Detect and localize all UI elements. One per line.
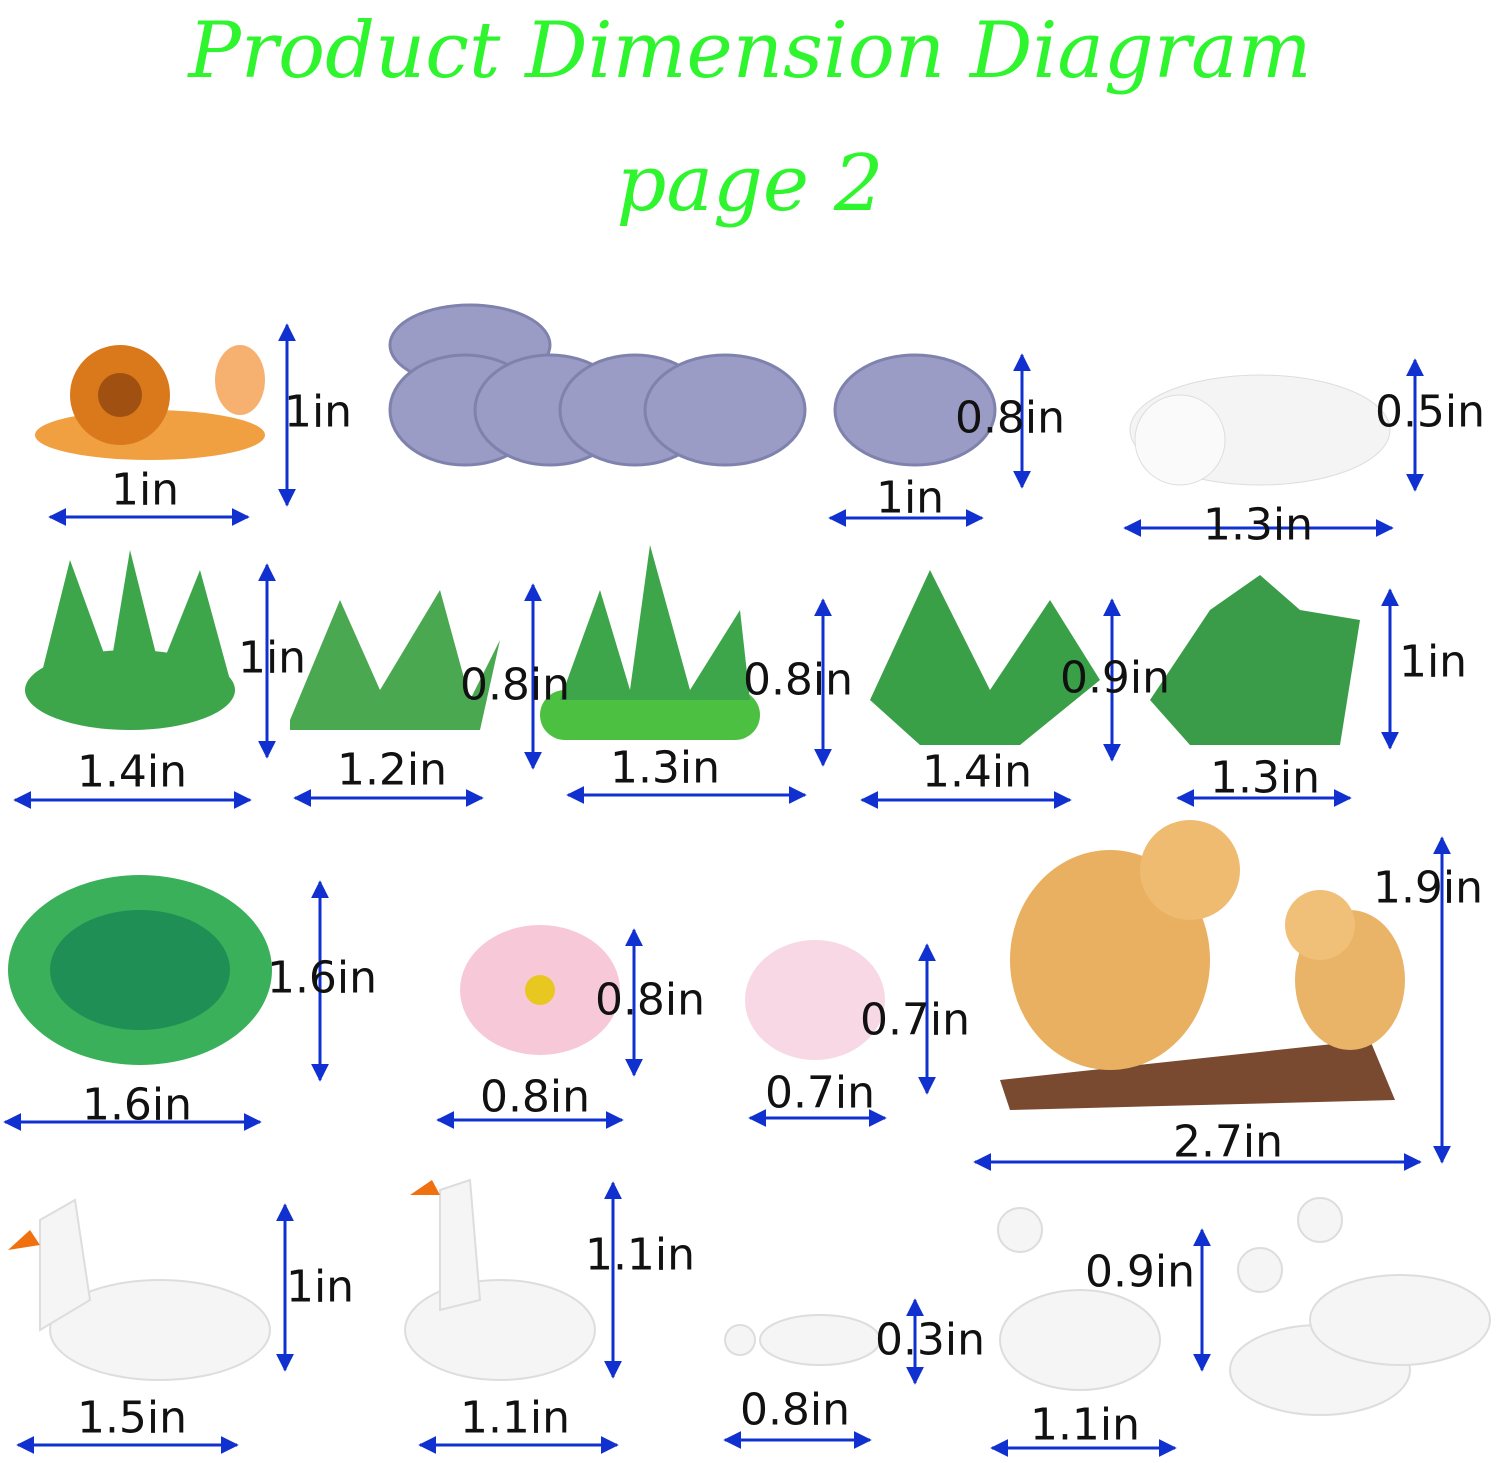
lily-pad-figure xyxy=(8,875,272,1065)
white-lotus-width-label: 0.7in xyxy=(764,1067,876,1119)
leafy-plant-width-label: 1.4in xyxy=(921,746,1033,798)
plants-figures xyxy=(25,545,1360,745)
swans-ducks-figures xyxy=(8,1178,1491,1416)
small-duck-width-label: 0.8in xyxy=(739,1384,851,1436)
snail-width-label: 1in xyxy=(110,464,180,516)
sleeping-dog-width-label: 1.3in xyxy=(1202,499,1314,551)
single-stepping-stone-width-label: 1in xyxy=(875,472,945,524)
grass-pink-flowers-width-label: 1.3in xyxy=(609,742,721,794)
swan-upright-width-label: 1.1in xyxy=(459,1392,571,1444)
dimension-arrows xyxy=(3,323,1451,1457)
grass-tuft-width-label: 1.2in xyxy=(336,744,448,796)
grass-pink-flowers-height-label: 0.8in xyxy=(742,654,854,706)
leafy-plant-height-label: 0.9in xyxy=(1059,652,1171,704)
lily-pad-height-label: 1.6in xyxy=(266,952,378,1004)
dog-figure xyxy=(1129,374,1391,486)
swan-left-width-label: 1.5in xyxy=(76,1392,188,1444)
small-duck-height-label: 0.3in xyxy=(874,1314,986,1366)
white-lotus-height-label: 0.7in xyxy=(859,994,971,1046)
snail-height-label: 1in xyxy=(283,386,353,438)
title-line-2: page 2 xyxy=(616,139,884,229)
lotus-figures xyxy=(460,925,885,1060)
swan-left-height-label: 1in xyxy=(285,1261,355,1313)
grass-pink-buds-height-label: 1in xyxy=(237,632,307,684)
pink-lotus-height-label: 0.8in xyxy=(594,974,706,1026)
sleeping-dog-height-label: 0.5in xyxy=(1374,386,1486,438)
single-stepping-stone-height-label: 0.8in xyxy=(954,392,1066,444)
grass-tuft-height-label: 0.8in xyxy=(459,659,571,711)
snail-figure xyxy=(35,345,265,460)
squirrels-figure xyxy=(1000,820,1405,1110)
lily-pad-width-label: 1.6in xyxy=(81,1079,193,1131)
stepping-stones-figure xyxy=(388,303,997,467)
plant-pink-buds-width-label: 1.3in xyxy=(1209,752,1321,804)
grass-pink-buds-width-label: 1.4in xyxy=(76,746,188,798)
duck-pair-width-label: 1.1in xyxy=(1029,1399,1141,1451)
squirrels-on-log-height-label: 1.9in xyxy=(1372,862,1484,914)
swan-upright-height-label: 1.1in xyxy=(584,1229,696,1281)
pink-lotus-width-label: 0.8in xyxy=(479,1071,591,1123)
plant-pink-buds-height-label: 1in xyxy=(1398,636,1468,688)
squirrels-on-log-width-label: 2.7in xyxy=(1172,1116,1284,1168)
title-line-1: Product Dimension Diagram xyxy=(188,6,1312,96)
duck-pair-height-label: 0.9in xyxy=(1084,1246,1196,1298)
